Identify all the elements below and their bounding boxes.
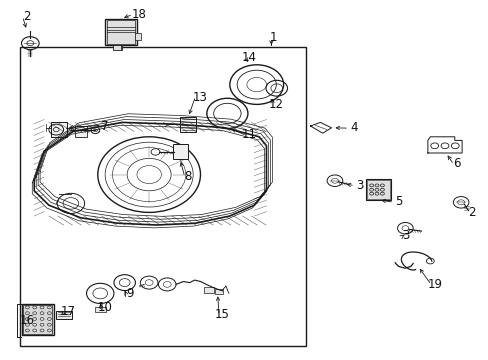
- Text: 12: 12: [268, 98, 283, 111]
- Text: 3: 3: [401, 229, 409, 242]
- FancyBboxPatch shape: [75, 126, 87, 137]
- Bar: [366, 180, 389, 199]
- Text: 13: 13: [193, 91, 207, 104]
- Bar: [105, 19, 137, 45]
- Text: 17: 17: [61, 305, 76, 318]
- Text: 4: 4: [350, 121, 358, 134]
- FancyBboxPatch shape: [95, 307, 105, 312]
- Bar: [20, 47, 305, 346]
- Bar: [23, 305, 52, 334]
- FancyBboxPatch shape: [173, 144, 187, 159]
- Text: 2: 2: [23, 10, 31, 23]
- FancyBboxPatch shape: [113, 45, 122, 50]
- Text: 18: 18: [132, 8, 146, 21]
- FancyBboxPatch shape: [56, 311, 72, 319]
- Text: 19: 19: [427, 278, 442, 291]
- Text: 15: 15: [215, 309, 229, 321]
- FancyBboxPatch shape: [180, 117, 196, 132]
- Text: 6: 6: [452, 157, 460, 170]
- Text: 16: 16: [20, 314, 34, 327]
- Text: 2: 2: [467, 206, 475, 219]
- FancyBboxPatch shape: [214, 289, 223, 294]
- Text: 11: 11: [242, 129, 256, 141]
- Text: 7: 7: [101, 120, 109, 132]
- Text: 14: 14: [242, 51, 256, 64]
- Text: 9: 9: [125, 287, 133, 300]
- Bar: [22, 304, 54, 335]
- Text: 8: 8: [184, 170, 192, 183]
- Bar: [365, 179, 390, 200]
- Text: 3: 3: [355, 179, 363, 192]
- Bar: [106, 20, 135, 44]
- FancyBboxPatch shape: [203, 287, 213, 293]
- FancyBboxPatch shape: [135, 33, 141, 40]
- FancyBboxPatch shape: [51, 122, 66, 137]
- Text: 10: 10: [98, 301, 112, 314]
- Text: 1: 1: [269, 31, 277, 44]
- Text: 5: 5: [394, 195, 402, 208]
